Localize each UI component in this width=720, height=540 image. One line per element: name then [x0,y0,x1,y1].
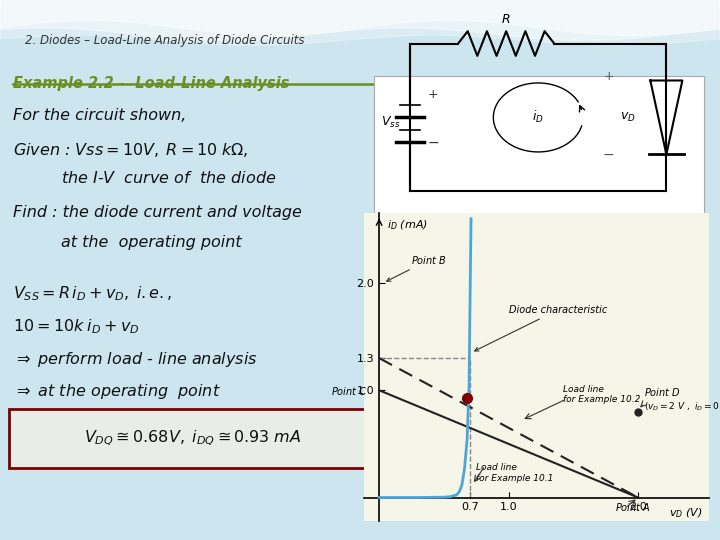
Text: −: − [603,148,614,163]
FancyBboxPatch shape [9,409,377,468]
Text: For the circuit shown,: For the circuit shown, [13,107,186,123]
Bar [374,77,704,255]
Text: 2. Diodes – Load-Line Analysis of Diode Circuits: 2. Diodes – Load-Line Analysis of Diode … [25,34,305,47]
Text: +: + [603,71,614,84]
Text: Point $D$: Point $D$ [644,386,681,397]
Text: $v_D$: $v_D$ [620,111,636,124]
Text: $V_{DQ} \cong 0.68V,\;  i_{DQ} \cong 0.93\;mA$: $V_{DQ} \cong 0.68V,\; i_{DQ} \cong 0.93… [84,429,302,448]
Text: Given : $Vss = 10 V,\; R = 10\; k\Omega,$: Given : $Vss = 10 V,\; R = 10\; k\Omega,… [13,141,248,159]
Text: Example 2.2 -  Load-Line Analysis: Example 2.2 - Load-Line Analysis [13,77,289,91]
Text: −: − [428,136,439,150]
Text: $(v_D = 2$ V $,\ i_D = 0.8$ mA$)$: $(v_D = 2$ V $,\ i_D = 0.8$ mA$)$ [644,401,720,413]
Text: at the  operating point: at the operating point [61,235,242,250]
Text: $i_D$: $i_D$ [532,110,544,125]
Text: Point $C$: Point $C$ [331,386,367,397]
Text: $10 = 10k\; i_D + v_D$: $10 = 10k\; i_D + v_D$ [13,317,140,335]
Text: Find : the diode current and voltage: Find : the diode current and voltage [13,206,302,220]
Text: $\Rightarrow$ perform load - line analysis: $\Rightarrow$ perform load - line analys… [13,350,258,369]
Text: +: + [428,87,438,101]
Text: Diode characteristic: Diode characteristic [474,305,607,351]
Text: Figure 10.5  Circuit for load-line analysis.: Figure 10.5 Circuit for load-line analys… [378,259,577,269]
Text: $i_D$ (mA): $i_D$ (mA) [387,219,428,232]
Text: Point $A$: Point $A$ [615,502,650,514]
Text: $R$: $R$ [501,14,511,26]
Text: Load line
for Example 10.2: Load line for Example 10.2 [563,385,640,404]
Text: $V_{ss}$: $V_{ss}$ [381,115,401,130]
Text: $V_{SS} = R\,i_D + v_D,\; i.e.,$: $V_{SS} = R\,i_D + v_D,\; i.e.,$ [13,285,172,303]
Text: Load line
for Example 10.1: Load line for Example 10.1 [476,463,554,483]
Text: Point $B$: Point $B$ [387,254,447,281]
Text: $\Rightarrow$ at the operating  point: $\Rightarrow$ at the operating point [13,382,221,401]
Text: the $I$-$V$  curve of  the diode: the $I$-$V$ curve of the diode [61,170,276,186]
Text: $v_D$ (V): $v_D$ (V) [669,506,703,519]
